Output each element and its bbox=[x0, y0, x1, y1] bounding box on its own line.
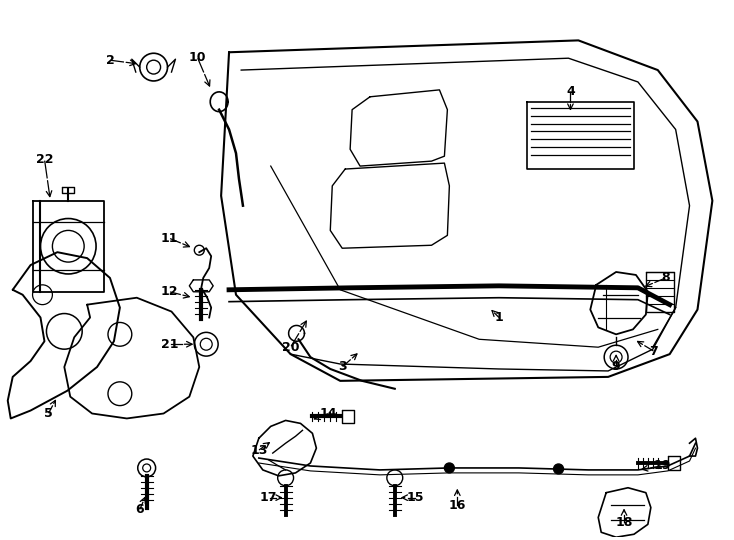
Text: 1: 1 bbox=[495, 311, 504, 324]
Text: 3: 3 bbox=[338, 361, 346, 374]
Text: 19: 19 bbox=[653, 460, 670, 472]
Text: 16: 16 bbox=[448, 499, 466, 512]
Text: 21: 21 bbox=[161, 338, 178, 350]
Text: 7: 7 bbox=[650, 345, 658, 357]
Text: 6: 6 bbox=[135, 503, 144, 516]
Text: 22: 22 bbox=[36, 153, 53, 166]
Text: 9: 9 bbox=[611, 361, 620, 374]
Text: 18: 18 bbox=[615, 516, 633, 529]
Text: 4: 4 bbox=[566, 85, 575, 98]
Text: 15: 15 bbox=[407, 491, 424, 504]
Text: 8: 8 bbox=[661, 272, 670, 285]
Text: 14: 14 bbox=[319, 407, 337, 420]
Circle shape bbox=[553, 464, 564, 474]
Circle shape bbox=[444, 463, 454, 473]
Text: 10: 10 bbox=[189, 51, 206, 64]
Text: 20: 20 bbox=[282, 341, 299, 354]
Text: 5: 5 bbox=[44, 407, 53, 420]
Text: 13: 13 bbox=[250, 444, 267, 457]
Text: 11: 11 bbox=[161, 232, 178, 245]
Text: 2: 2 bbox=[106, 53, 115, 66]
Text: 12: 12 bbox=[161, 285, 178, 298]
Text: 17: 17 bbox=[260, 491, 277, 504]
